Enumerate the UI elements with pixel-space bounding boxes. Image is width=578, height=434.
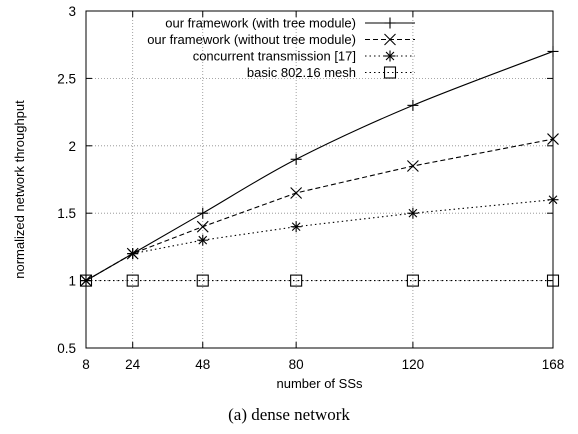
axis-ticks: 0.5 1 1.5 2 2.5 3 8 24 48 80 120 168: [57, 4, 564, 372]
marker-plus: [290, 153, 302, 165]
marker-star: [127, 248, 139, 260]
legend-item: basic 802.16 mesh: [247, 65, 415, 80]
marker-plus: [384, 17, 396, 29]
marker-plus: [407, 99, 419, 111]
series-line: [85, 138, 554, 282]
marker-star: [547, 194, 559, 206]
marker-plus: [547, 45, 559, 57]
marker-square: [383, 66, 397, 79]
y-tick-label: 1: [68, 274, 76, 289]
marker-x: [407, 160, 419, 172]
y-tick-label: 3: [68, 4, 76, 19]
marker-square: [406, 274, 419, 287]
legend-label: basic 802.16 mesh: [247, 65, 356, 80]
x-tick-label: 80: [289, 357, 304, 372]
series-2: [80, 133, 559, 287]
marker-square: [196, 274, 209, 287]
x-tick-label: 8: [82, 357, 90, 372]
plot-frame: [85, 10, 554, 349]
x-tick-label: 168: [542, 357, 565, 372]
marker-square: [290, 274, 303, 287]
x-axis-label: number of SSs: [277, 376, 363, 391]
marker-x: [547, 133, 559, 145]
x-tick-label: 120: [402, 357, 425, 372]
legend-item: our framework (with tree module): [165, 16, 415, 31]
x-tick-label: 24: [125, 357, 141, 372]
y-tick-label: 2: [68, 139, 76, 154]
x-tick-label: 48: [195, 357, 210, 372]
marker-star: [197, 234, 209, 246]
grid: [86, 11, 553, 348]
marker-square: [126, 274, 139, 287]
series-3: [80, 194, 559, 287]
figure-caption: (a) dense network: [228, 405, 350, 424]
legend-item: concurrent transmission [17]: [193, 49, 415, 64]
y-tick-label: 0.5: [57, 341, 76, 356]
y-tick-label: 2.5: [57, 71, 76, 86]
series-4: [79, 274, 560, 287]
legend-label: concurrent transmission [17]: [193, 49, 356, 64]
marker-square: [546, 274, 560, 287]
marker-star: [407, 207, 419, 219]
series-1: [80, 45, 559, 287]
marker-x: [196, 220, 209, 233]
marker-plus: [197, 207, 209, 219]
marker-x: [384, 33, 396, 46]
series-group: [79, 45, 560, 287]
marker-square: [79, 274, 93, 287]
series-line: [85, 50, 554, 282]
marker-star: [290, 221, 302, 233]
series-line: [85, 199, 554, 282]
marker-star: [384, 50, 396, 62]
legend-label: our framework (with tree module): [165, 16, 356, 31]
legend-label: our framework (without tree module): [147, 32, 356, 47]
y-axis-label: normalized network throughput: [12, 100, 27, 279]
y-tick-label: 1.5: [57, 206, 76, 221]
legend: our framework (with tree module)our fram…: [147, 16, 415, 80]
marker-x: [290, 187, 303, 199]
legend-item: our framework (without tree module): [147, 32, 415, 47]
